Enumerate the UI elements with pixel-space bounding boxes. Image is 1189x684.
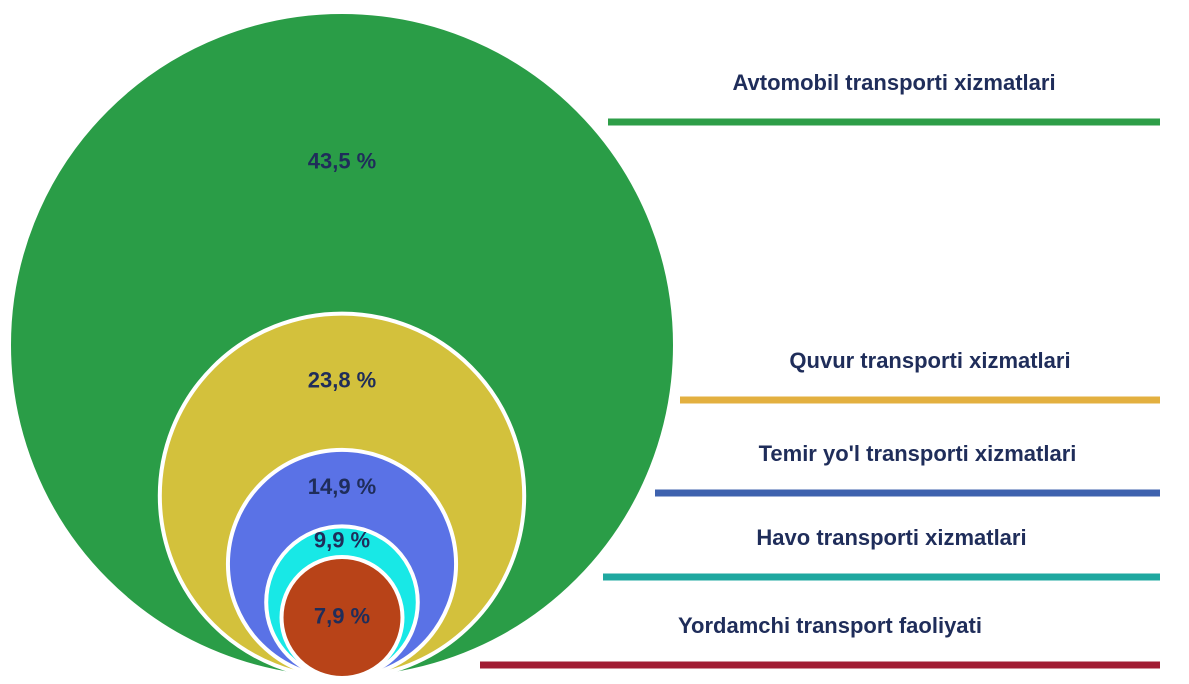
value-label: 7,9 % [314,603,370,628]
legend-label: Temir yo'l transporti xizmatlari [759,441,1077,466]
legend-label: Quvur transporti xizmatlari [789,348,1070,373]
value-label: 43,5 % [308,149,377,174]
legend-label: Avtomobil transporti xizmatlari [732,70,1055,95]
legend-label: Yordamchi transport faoliyati [678,613,982,638]
legend-label: Havo transporti xizmatlari [756,525,1026,550]
value-label: 14,9 % [308,474,377,499]
value-label: 9,9 % [314,528,370,553]
value-label: 23,8 % [308,368,377,393]
circle [279,555,405,680]
